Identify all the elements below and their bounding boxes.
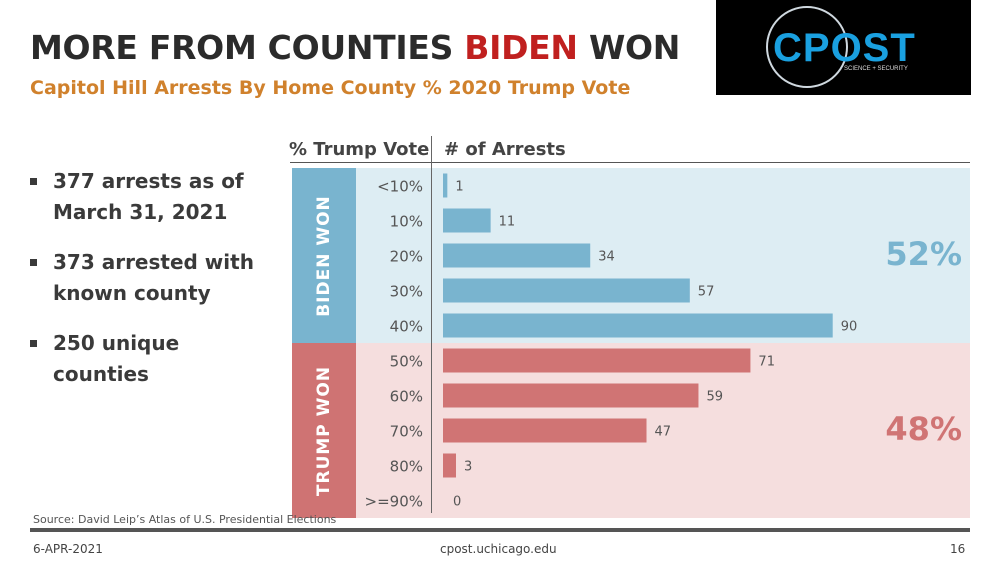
logo-tagline: SCIENCE + SECURITY <box>844 66 908 72</box>
bar <box>443 418 647 443</box>
bar <box>443 348 751 373</box>
bar <box>443 278 690 303</box>
bar <box>443 243 591 268</box>
bar-value-label: 59 <box>706 390 723 405</box>
bar-value-label: 3 <box>464 460 472 475</box>
footer-page-number: 16 <box>950 542 966 556</box>
category-label: <10% <box>377 178 423 196</box>
bar <box>443 208 491 233</box>
footer-date: 6-APR-2021 <box>33 542 103 556</box>
bullet-item: 250 unique counties <box>30 328 270 390</box>
category-label: 60% <box>390 388 423 406</box>
bullet-list: 377 arrests as of March 31, 2021 373 arr… <box>30 166 270 409</box>
category-label: 70% <box>390 423 423 441</box>
trump-won-label: TRUMP WON <box>292 343 356 518</box>
bar-value-label: 47 <box>655 425 672 440</box>
bar-value-label: 1 <box>455 180 463 195</box>
category-label: 40% <box>390 318 423 336</box>
biden-share: 52% <box>885 234 962 273</box>
title-highlight: BIDEN <box>464 28 578 67</box>
bar <box>443 453 456 478</box>
category-label: 20% <box>390 248 423 266</box>
bar <box>443 313 833 338</box>
bar <box>443 173 448 198</box>
source-note: Source: David Leip’s Atlas of U.S. Presi… <box>33 513 337 526</box>
header-rule <box>290 162 970 163</box>
bar-value-label: 71 <box>758 355 775 370</box>
bar-value-label: 0 <box>453 495 461 510</box>
axis-line <box>431 136 432 513</box>
trump-share: 48% <box>885 409 962 448</box>
title-part2: WON <box>577 28 681 67</box>
category-header: % Trump Vote <box>289 139 430 160</box>
biden-won-label: BIDEN WON <box>292 168 356 343</box>
logo-text: CPOST <box>773 26 916 70</box>
bullet-square-icon <box>30 178 37 185</box>
bar-value-label: 57 <box>698 285 715 300</box>
bullet-text: 373 arrested with known county <box>53 250 254 305</box>
footer-site: cpost.uchicago.edu <box>440 542 557 556</box>
category-label: >=90% <box>365 493 423 511</box>
category-label: 50% <box>390 353 423 371</box>
category-label: 30% <box>390 283 423 301</box>
title-part1: MORE FROM COUNTIES <box>30 28 465 67</box>
bar <box>443 383 699 408</box>
bar-value-label: 90 <box>841 320 858 335</box>
bullet-text: 250 unique counties <box>53 331 180 386</box>
bullet-text: 377 arrests as of March 31, 2021 <box>53 169 244 224</box>
footer-rule <box>30 528 970 532</box>
bullet-square-icon <box>30 259 37 266</box>
cpost-logo: CPOST SCIENCE + SECURITY <box>716 0 971 95</box>
bar-value-label: 11 <box>499 215 516 230</box>
category-label: 80% <box>390 458 423 476</box>
slide-title: MORE FROM COUNTIES BIDEN WON <box>30 28 680 67</box>
value-header: # of Arrests <box>444 139 566 160</box>
bullet-square-icon <box>30 340 37 347</box>
bullet-item: 377 arrests as of March 31, 2021 <box>30 166 270 228</box>
slide-subtitle: Capitol Hill Arrests By Home County % 20… <box>30 77 631 99</box>
category-label: 10% <box>390 213 423 231</box>
bar-value-label: 34 <box>598 250 615 265</box>
logo-globe-icon <box>766 6 848 88</box>
bullet-item: 373 arrested with known county <box>30 247 270 309</box>
